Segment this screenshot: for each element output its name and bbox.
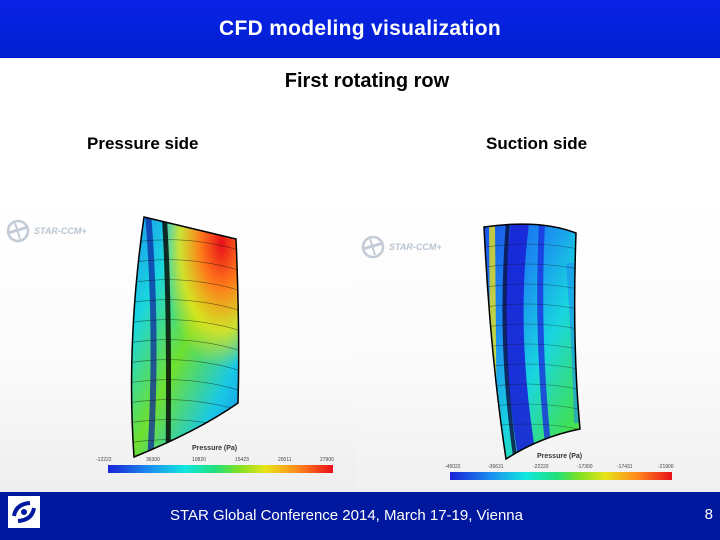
- suction-side-panel: STAR-CCM+: [355, 195, 720, 495]
- scale-tick: -36631: [488, 464, 504, 470]
- footer-bar: STAR Global Conference 2014, March 17-19…: [0, 492, 720, 540]
- pressure-side-label: Pressure side: [87, 134, 199, 153]
- pressure-colorbar: [108, 465, 333, 473]
- scale-tick: -17300: [577, 464, 593, 470]
- scale-tick: -21900: [658, 464, 674, 470]
- scale-tick: 15423: [235, 457, 249, 463]
- slide-subtitle: First rotating row: [284, 70, 450, 92]
- scale-tick: 36300: [146, 457, 160, 463]
- star-ccm-icon: [6, 219, 30, 243]
- pressure-scale-title: Pressure (Pa): [192, 445, 238, 452]
- star-ccm-icon: [361, 235, 385, 259]
- star-ccm-logo: STAR-CCM+: [359, 233, 442, 261]
- pressure-scale-title: Pressure (Pa): [537, 453, 583, 460]
- slide-title: CFD modeling visualization: [219, 17, 501, 40]
- scale-tick: 20011: [278, 457, 292, 463]
- scale-tick: -12222: [96, 457, 112, 463]
- page-number: 8: [704, 506, 713, 523]
- title-bar: CFD modeling visualization: [0, 0, 720, 58]
- star-ccm-logo: STAR-CCM+: [4, 217, 87, 245]
- star-ccm-logo-text: STAR-CCM+: [389, 242, 442, 252]
- star-ccm-logo-text: STAR-CCM+: [34, 226, 87, 236]
- pressure-side-blade-contour: [130, 216, 240, 459]
- suction-colorbar: [450, 472, 672, 480]
- footer-conference-text: STAR Global Conference 2014, March 17-19…: [170, 507, 523, 524]
- scale-tick: -45022: [445, 464, 461, 470]
- scale-tick: 10820: [192, 457, 206, 463]
- scale-tick: -22220: [533, 464, 549, 470]
- pressure-side-panel: STAR-CCM+: [0, 195, 355, 495]
- cd-adapco-logo-icon: [8, 496, 40, 528]
- suction-side-blade-contour: [483, 223, 581, 461]
- suction-side-label: Suction side: [486, 134, 588, 153]
- scale-tick: 27900: [320, 457, 334, 463]
- scale-tick: -17431: [617, 464, 633, 470]
